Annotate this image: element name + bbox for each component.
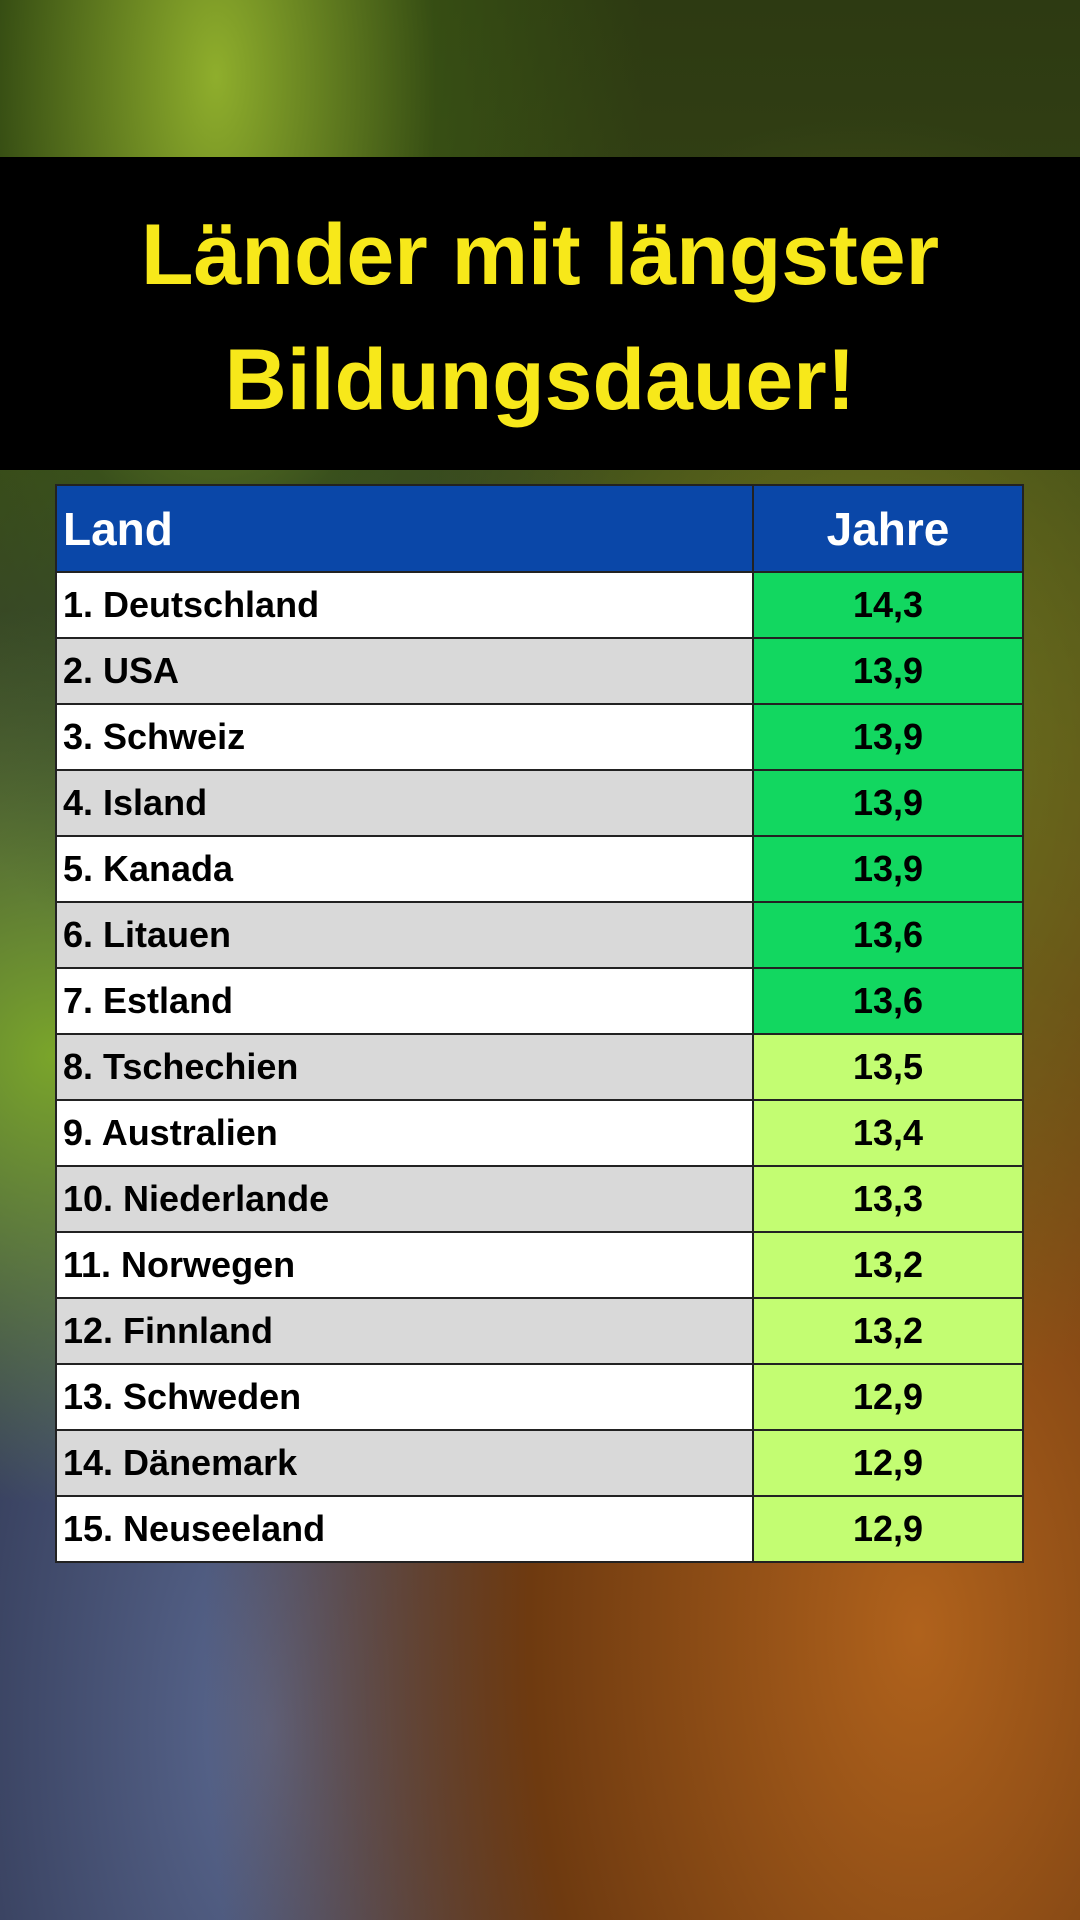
table-row: 7. Estland 13,6: [57, 967, 1022, 1033]
years-cell: 13,2: [754, 1233, 1022, 1297]
years-cell: 13,6: [754, 903, 1022, 967]
country-cell: 6. Litauen: [57, 903, 754, 967]
table: Land Jahre 1. Deutschland 14,3 2. USA 13,9 3…: [55, 484, 1024, 1563]
country-cell: 8. Tschechien: [57, 1035, 754, 1099]
country-cell: 3. Schweiz: [57, 705, 754, 769]
years-cell: 13,9: [754, 771, 1022, 835]
title: Bildungsdauer!: [224, 332, 856, 428]
country-cell: 7. Estland: [57, 969, 754, 1033]
table-row: 2. USA 13,9: [57, 637, 1022, 703]
table-row: 6. Litauen 13,6: [57, 901, 1022, 967]
table-row: 12. Finnland 13,2: [57, 1297, 1022, 1363]
years-cell: 14,3: [754, 573, 1022, 637]
country-cell: 14. Dänemark: [57, 1431, 754, 1495]
country-cell: 11. Norwegen: [57, 1233, 754, 1297]
years-cell: 12,9: [754, 1431, 1022, 1495]
table-row: 3. Schweiz 13,9: [57, 703, 1022, 769]
years-cell: 13,4: [754, 1101, 1022, 1165]
country-cell: 5. Kanada: [57, 837, 754, 901]
country-cell: 4. Island: [57, 771, 754, 835]
years-cell: 13,9: [754, 639, 1022, 703]
country-cell: 10. Niederlande: [57, 1167, 754, 1231]
years-cell: 13,2: [754, 1299, 1022, 1363]
table-row: 5. Kanada 13,9: [57, 835, 1022, 901]
table-row: 11. Norwegen 13,2: [57, 1231, 1022, 1297]
table-row: 9. Australien 13,4: [57, 1099, 1022, 1165]
years-cell: 13,5: [754, 1035, 1022, 1099]
table-row: 13. Schweden 12,9: [57, 1363, 1022, 1429]
table-row: 10. Niederlande 13,3: [57, 1165, 1022, 1231]
years-cell: 12,9: [754, 1365, 1022, 1429]
column-header: Jahre: [826, 502, 950, 555]
title-band: [0, 157, 1080, 470]
column-header: Land: [57, 486, 754, 571]
years-cell: 13,3: [754, 1167, 1022, 1231]
country-cell: 12. Finnland: [57, 1299, 754, 1363]
years-cell: 13,9: [754, 837, 1022, 901]
country-cell: 9. Australien: [57, 1101, 754, 1165]
country-cell: 2. USA: [57, 639, 754, 703]
years-cell: 13,6: [754, 969, 1022, 1033]
table-row: 15. Neuseeland 12,9: [57, 1495, 1022, 1561]
table-row: 4. Island 13,9: [57, 769, 1022, 835]
header-row: Land Jahre: [57, 486, 1022, 571]
title: Länder mit längster: [140, 207, 940, 303]
years-cell: 13,9: [754, 705, 1022, 769]
country-cell: 1. Deutschland: [57, 573, 754, 637]
table-row: 1. Deutschland 14,3: [57, 571, 1022, 637]
country-cell: 13. Schweden: [57, 1365, 754, 1429]
table-row: 14. Dänemark 12,9: [57, 1429, 1022, 1495]
years-cell: 12,9: [754, 1497, 1022, 1561]
country-cell: 15. Neuseeland: [57, 1497, 754, 1561]
table-row: 8. Tschechien 13,5: [57, 1033, 1022, 1099]
